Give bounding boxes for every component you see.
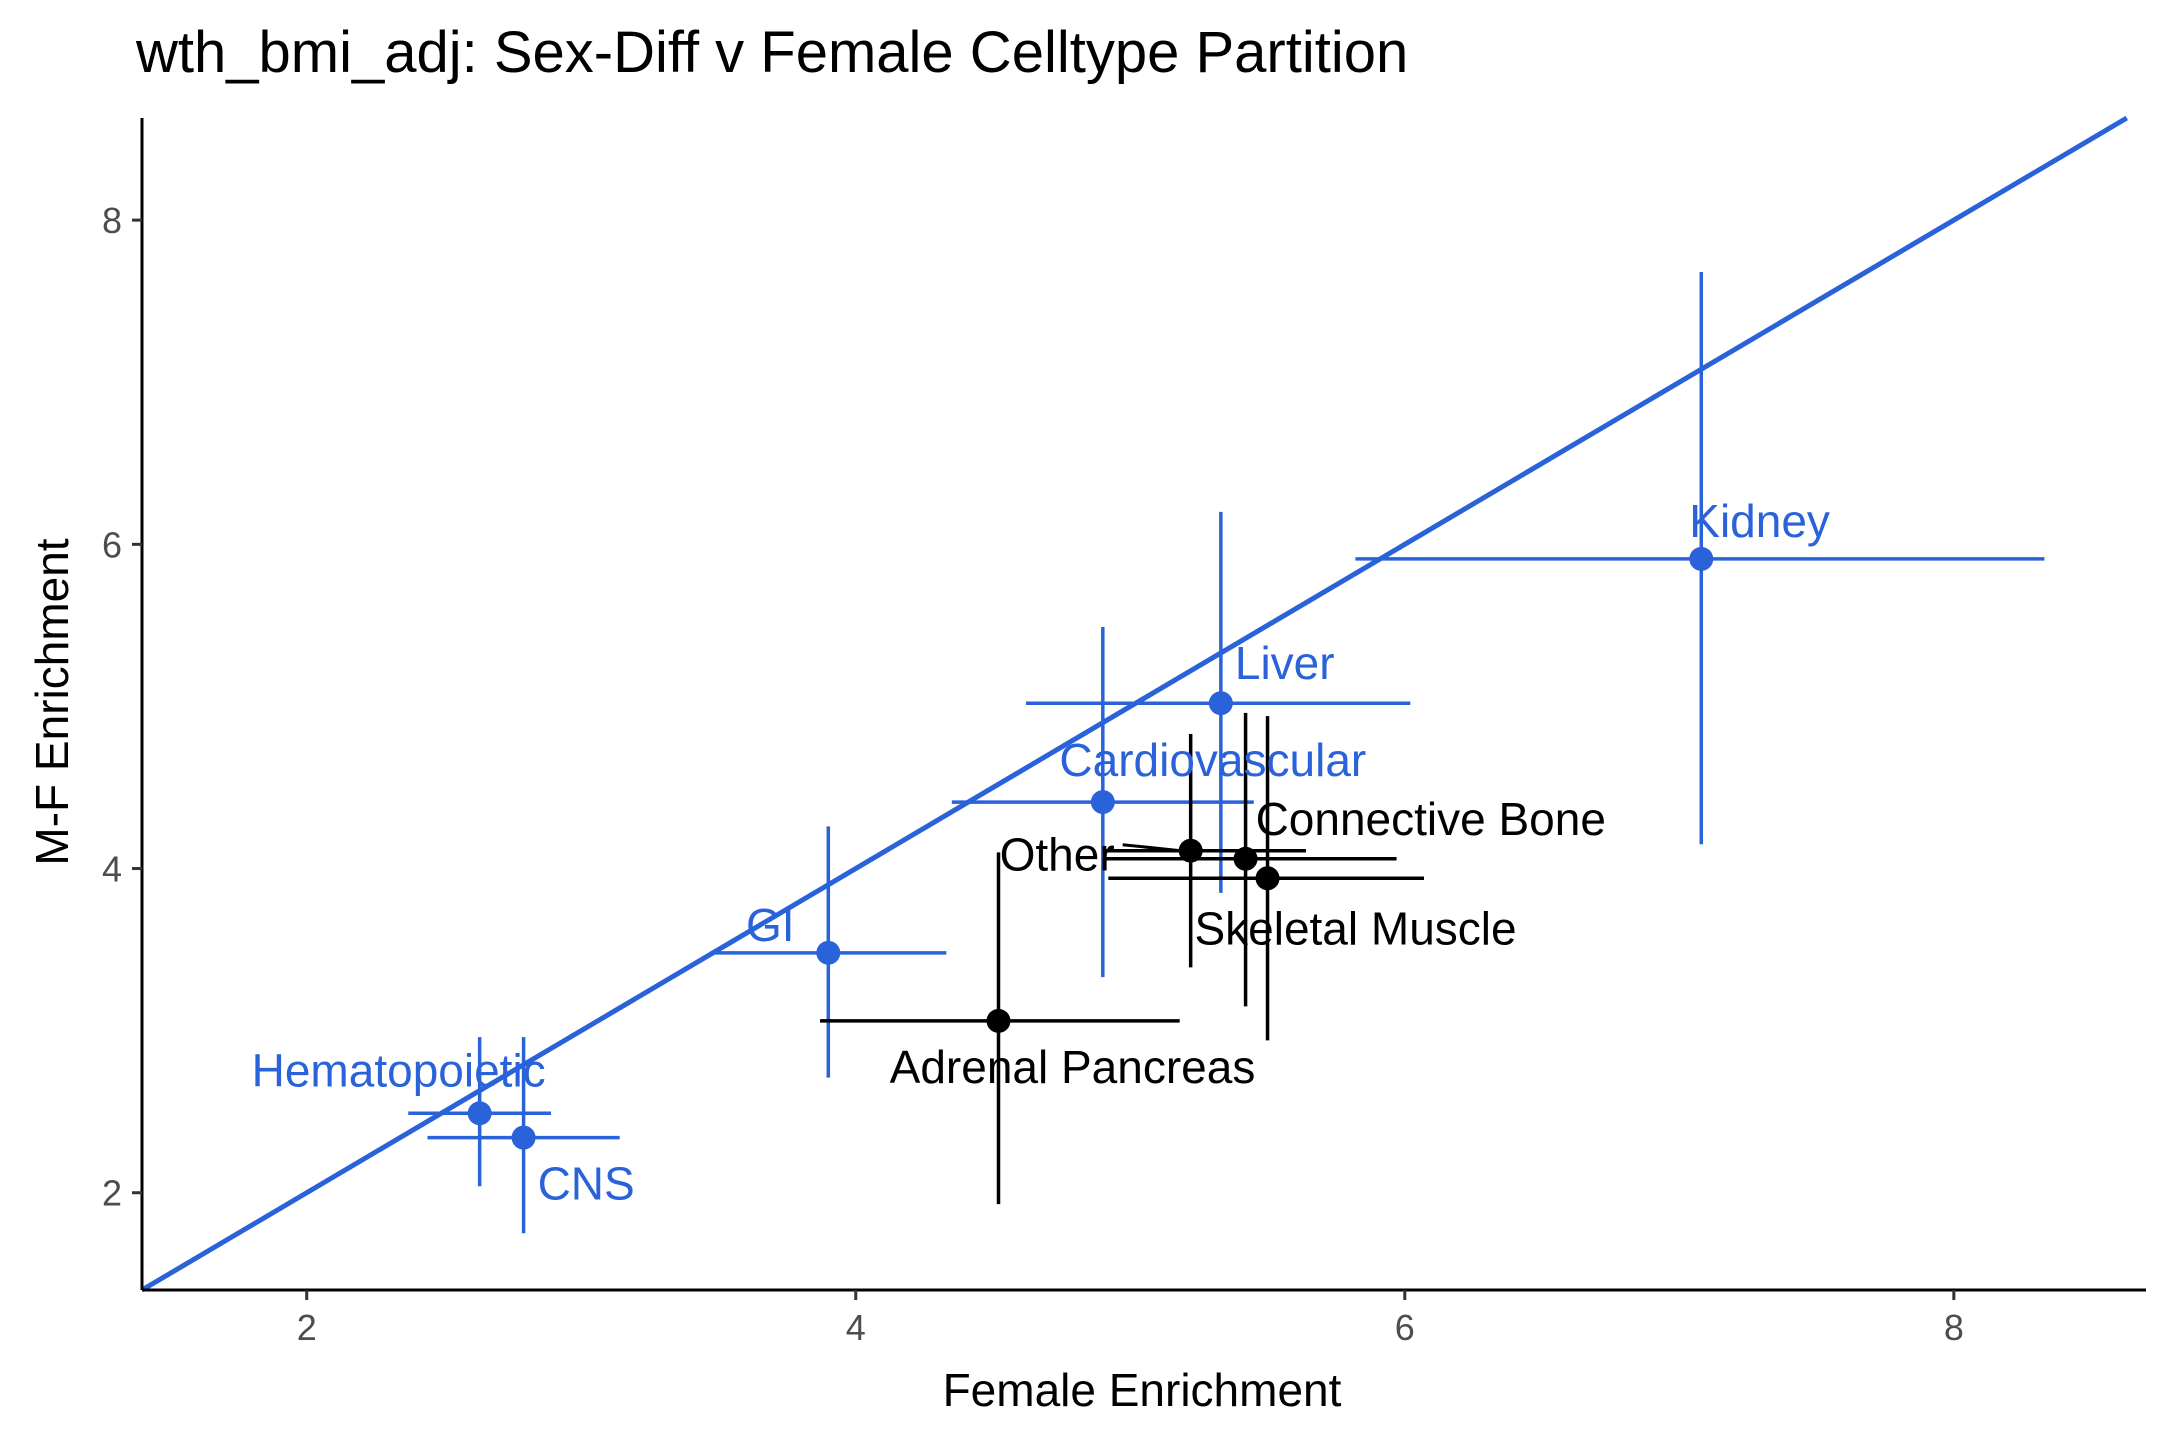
- data-point: [1090, 790, 1115, 815]
- x-tick-label: 4: [846, 1307, 866, 1348]
- point-label: Kidney: [1689, 495, 1830, 547]
- data-point: [1255, 866, 1280, 891]
- point-label: Skeletal Muscle: [1194, 902, 1516, 954]
- point-label: Cardiovascular: [1059, 734, 1366, 786]
- point-label: Other: [1000, 829, 1115, 881]
- data-point: [1178, 838, 1203, 863]
- data-point: [467, 1101, 492, 1126]
- chart-title: wth_bmi_adj: Sex-Diff v Female Celltype …: [135, 20, 1408, 85]
- point-label: CNS: [538, 1158, 635, 1210]
- y-tick-label: 4: [102, 849, 122, 890]
- x-axis-ticks: 2 4 6 8: [297, 1290, 1964, 1348]
- point-label: Connective Bone: [1256, 793, 1606, 845]
- y-tick-label: 6: [102, 524, 122, 565]
- point-label: GI: [746, 899, 795, 951]
- data-point: [1233, 846, 1258, 871]
- point-label: Liver: [1235, 637, 1335, 689]
- x-tick-label: 8: [1944, 1307, 1964, 1348]
- point-label: Hematopoietic: [252, 1044, 546, 1096]
- plot-area: Kidney Liver Cardiovascular GI Hematopoietic…: [140, 115, 2129, 1293]
- y-axis-ticks: 2 4 6 8: [102, 200, 142, 1214]
- data-point: [1208, 691, 1233, 716]
- x-axis-title: Female Enrichment: [943, 1364, 1342, 1416]
- data-point: [986, 1008, 1011, 1033]
- x-tick-label: 2: [297, 1307, 317, 1348]
- data-point: [511, 1125, 536, 1150]
- y-axis-title: M-F Enrichment: [26, 538, 78, 865]
- data-point: [1689, 546, 1714, 571]
- point-label: Adrenal Pancreas: [890, 1041, 1256, 1093]
- y-tick-label: 2: [102, 1173, 122, 1214]
- label-leader-line: [1122, 843, 1181, 853]
- data-point: [816, 940, 841, 965]
- y-tick-label: 8: [102, 200, 122, 241]
- x-tick-label: 6: [1395, 1307, 1415, 1348]
